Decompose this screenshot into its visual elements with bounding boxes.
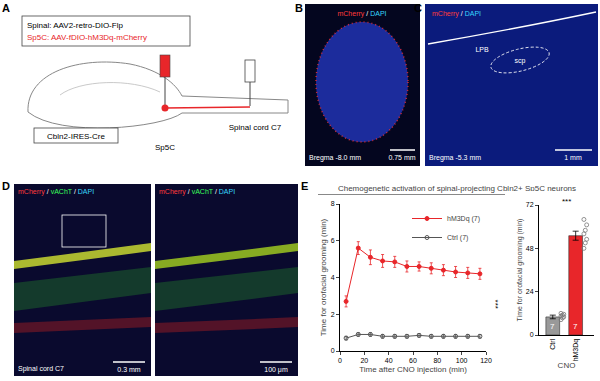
svg-text:80: 80 xyxy=(433,357,441,364)
svg-text:8: 8 xyxy=(331,200,335,207)
svg-text:Bregma -5.3 mm: Bregma -5.3 mm xyxy=(429,154,481,162)
svg-text:D: D xyxy=(2,180,10,192)
svg-text:C: C xyxy=(414,2,422,14)
svg-text:24: 24 xyxy=(526,288,534,295)
svg-text:hM3Dq: hM3Dq xyxy=(572,339,580,362)
svg-text:48: 48 xyxy=(526,245,534,252)
svg-text:7: 7 xyxy=(550,322,555,331)
svg-text:6: 6 xyxy=(331,237,335,244)
svg-text:0.75 mm: 0.75 mm xyxy=(388,154,415,161)
svg-text:***: *** xyxy=(562,197,571,206)
svg-text:4: 4 xyxy=(331,274,335,281)
html-text:Chemogenetic activation of spi: Chemogenetic activation of spinal-projec… xyxy=(337,184,577,193)
svg-text:40: 40 xyxy=(385,357,393,364)
svg-text:mCherry / vAChT / DAPI: mCherry / vAChT / DAPI xyxy=(18,188,94,196)
svg-text:Bregma -8.0 mm: Bregma -8.0 mm xyxy=(309,154,361,162)
svg-text:7: 7 xyxy=(573,322,578,331)
svg-text:0: 0 xyxy=(331,347,335,354)
svg-text:mCherry / DAPI: mCherry / DAPI xyxy=(432,10,481,18)
svg-text:Cbln2-IRES-Cre: Cbln2-IRES-Cre xyxy=(47,132,105,141)
svg-text:2: 2 xyxy=(331,311,335,318)
svg-text:mCherry / DAPI: mCherry / DAPI xyxy=(337,10,386,18)
svg-text:Sp5C: AAV-fDIO-hM3Dq-mCherry: Sp5C: AAV-fDIO-hM3Dq-mCherry xyxy=(27,33,147,42)
svg-text:B: B xyxy=(295,2,303,14)
svg-text:Ctrl (7): Ctrl (7) xyxy=(447,234,468,242)
svg-text:60: 60 xyxy=(409,357,417,364)
svg-text:***: *** xyxy=(491,300,500,309)
svg-text:Sp5C: Sp5C xyxy=(155,143,175,152)
svg-text:72: 72 xyxy=(526,201,534,208)
svg-text:100 μm: 100 μm xyxy=(264,366,288,374)
svg-text:Time after CNO injection (min): Time after CNO injection (min) xyxy=(359,365,467,374)
svg-text:CNO: CNO xyxy=(558,361,576,370)
svg-text:20: 20 xyxy=(360,357,368,364)
svg-text:hM3Dq (7): hM3Dq (7) xyxy=(447,215,480,223)
svg-text:120: 120 xyxy=(480,357,492,364)
svg-text:Time for orofacial grooming (m: Time for orofacial grooming (min) xyxy=(516,219,524,322)
svg-text:0.3 mm: 0.3 mm xyxy=(117,366,141,373)
svg-text:100: 100 xyxy=(456,357,468,364)
svg-text:scp: scp xyxy=(515,57,526,65)
svg-text:1 mm: 1 mm xyxy=(564,154,582,161)
svg-text:Spinal: AAV2-retro-DIO-Flp: Spinal: AAV2-retro-DIO-Flp xyxy=(27,21,123,30)
svg-text:Spinal cord C7: Spinal cord C7 xyxy=(18,365,64,373)
svg-text:mCherry / vAChT / DAPI: mCherry / vAChT / DAPI xyxy=(159,188,235,196)
svg-text:0: 0 xyxy=(530,331,534,338)
svg-text:Time for orofacial grooming (m: Time for orofacial grooming (min) xyxy=(319,218,328,336)
svg-text:E: E xyxy=(301,180,308,192)
svg-text:0: 0 xyxy=(338,357,342,364)
svg-text:A: A xyxy=(2,2,10,14)
svg-text:Ctrl: Ctrl xyxy=(549,338,556,349)
svg-text:LPB: LPB xyxy=(475,46,489,53)
svg-text:Spinal cord C7: Spinal cord C7 xyxy=(229,123,282,132)
